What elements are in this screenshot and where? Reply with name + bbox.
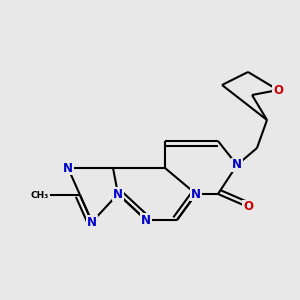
- Text: N: N: [191, 188, 201, 200]
- Text: N: N: [63, 161, 73, 175]
- Text: CH₃: CH₃: [31, 190, 49, 200]
- Text: O: O: [273, 83, 283, 97]
- Text: N: N: [113, 188, 123, 200]
- Text: O: O: [243, 200, 253, 214]
- Text: N: N: [141, 214, 151, 226]
- Text: N: N: [87, 215, 97, 229]
- Text: N: N: [232, 158, 242, 172]
